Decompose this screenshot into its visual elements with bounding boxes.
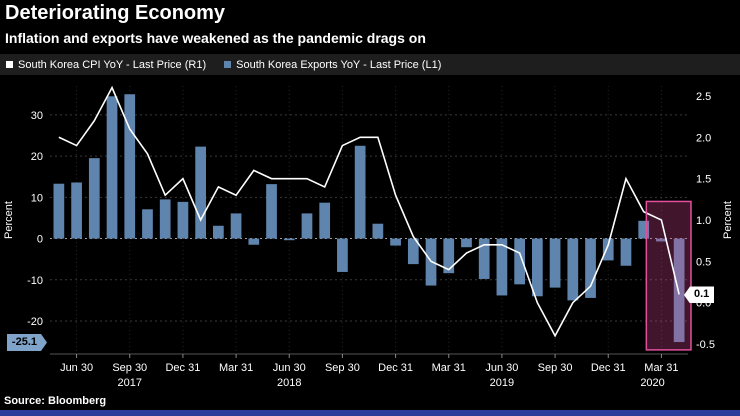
- svg-text:2018: 2018: [277, 377, 301, 389]
- svg-text:Dec 31: Dec 31: [378, 362, 413, 374]
- chart-title: Deteriorating Economy: [5, 2, 226, 24]
- bottom-accent-bar: [0, 410, 740, 416]
- svg-text:2.5: 2.5: [696, 91, 711, 103]
- cpi-series-swatch-icon: [6, 61, 13, 68]
- svg-text:-10: -10: [27, 275, 43, 287]
- svg-text:0: 0: [37, 234, 43, 246]
- svg-text:Sep 30: Sep 30: [325, 362, 360, 374]
- exports-series-swatch-icon: [224, 61, 232, 68]
- svg-text:Jun 30: Jun 30: [273, 362, 306, 374]
- legend-label-exports: South Korea Exports YoY - Last Price (L1…: [236, 58, 442, 71]
- chart-subtitle: Inflation and exports have weakened as t…: [5, 30, 426, 46]
- legend-item-cpi: South Korea CPI YoY - Last Price (R1): [6, 59, 206, 71]
- svg-text:2019: 2019: [490, 377, 514, 389]
- legend-label-cpi: South Korea CPI YoY - Last Price (R1): [18, 58, 207, 71]
- svg-text:Dec 31: Dec 31: [165, 362, 200, 374]
- svg-text:0.5: 0.5: [696, 256, 711, 268]
- source-attribution: Source: Bloomberg: [4, 395, 107, 407]
- svg-text:Sep 30: Sep 30: [538, 362, 573, 374]
- svg-text:Jun 30: Jun 30: [485, 362, 518, 374]
- svg-text:-0.5: -0.5: [696, 339, 715, 351]
- legend: South Korea CPI YoY - Last Price (R1) So…: [0, 54, 740, 75]
- svg-text:Mar 31: Mar 31: [432, 362, 466, 374]
- svg-text:2020: 2020: [640, 377, 664, 389]
- svg-text:Dec 31: Dec 31: [591, 362, 626, 374]
- svg-text:10: 10: [31, 192, 43, 204]
- legend-item-exports: South Korea Exports YoY - Last Price (L1…: [224, 59, 441, 71]
- svg-text:Jun 30: Jun 30: [60, 362, 93, 374]
- svg-text:Mar 31: Mar 31: [644, 362, 678, 374]
- svg-text:2017: 2017: [118, 377, 142, 389]
- svg-text:Percent: Percent: [3, 201, 15, 239]
- svg-text:20: 20: [31, 151, 43, 163]
- svg-text:30: 30: [31, 110, 43, 122]
- svg-text:Mar 31: Mar 31: [219, 362, 253, 374]
- svg-text:1.0: 1.0: [696, 215, 711, 227]
- svg-text:1.5: 1.5: [696, 174, 711, 186]
- exports-last-price-badge: -25.1: [7, 334, 47, 351]
- cpi-last-price-badge: 0.1: [684, 286, 715, 304]
- svg-text:2.0: 2.0: [696, 132, 711, 144]
- svg-text:Sep 30: Sep 30: [112, 362, 147, 374]
- svg-text:-20: -20: [27, 316, 43, 328]
- svg-text:Percent: Percent: [722, 201, 734, 239]
